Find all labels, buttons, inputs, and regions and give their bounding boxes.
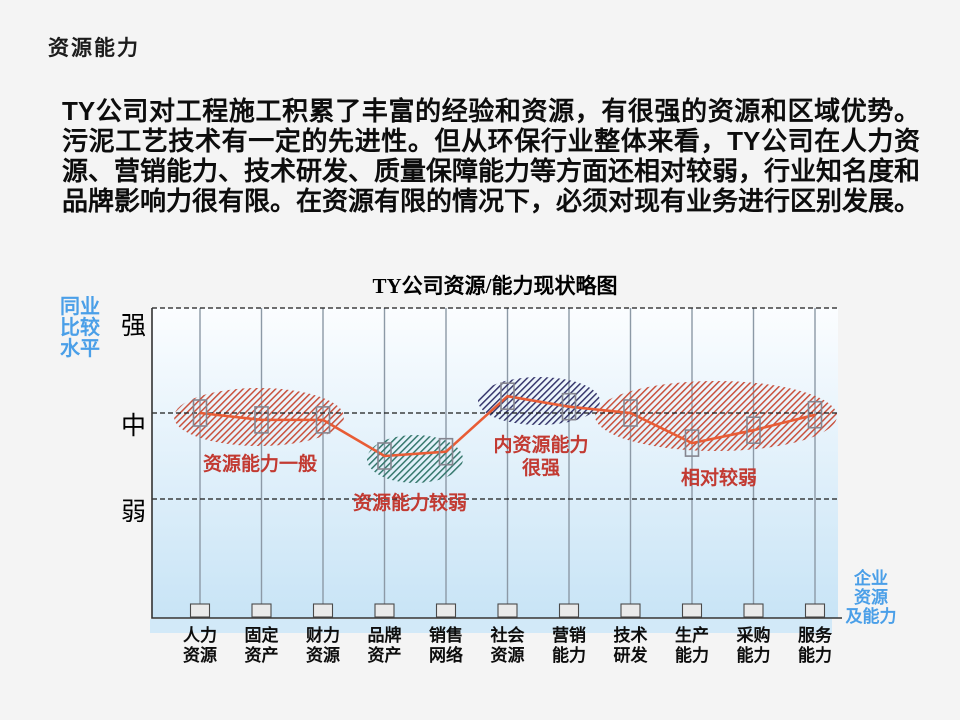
x-category-label: 服务能力 xyxy=(798,625,833,665)
annotation-ellipse xyxy=(595,381,837,451)
x-axis-tick-square xyxy=(251,603,272,618)
data-point-marker xyxy=(377,442,392,470)
data-point-marker xyxy=(192,399,208,427)
x-category-label: 营销能力 xyxy=(552,625,586,665)
x-axis-label: 企业 资源 及能力 xyxy=(845,569,897,626)
y-axis-label: 同业 比较 水平 xyxy=(60,296,100,360)
x-category-label: 固定资产 xyxy=(245,625,279,665)
x-axis-tick-square xyxy=(558,603,580,618)
x-category-label: 技术研发 xyxy=(614,625,649,665)
annotation-label: 相对较弱 xyxy=(681,466,757,489)
x-axis-tick-square xyxy=(620,603,641,618)
x-category-label: 社会资源 xyxy=(490,625,525,665)
x-axis-tick-square xyxy=(374,603,395,618)
x-axis-tick-square xyxy=(743,603,764,618)
annotation-label: 内资源能力很强 xyxy=(493,433,588,479)
y-tick-strong: 强 xyxy=(120,312,146,340)
x-axis-tick-square xyxy=(312,603,334,618)
data-point-marker xyxy=(684,429,700,457)
x-category-label: 采购能力 xyxy=(736,625,771,665)
chart-title: TY公司资源/能力现状略图 xyxy=(372,274,618,298)
axis-lines xyxy=(151,308,842,619)
x-axis-tick-square xyxy=(189,603,211,618)
data-point-marker xyxy=(807,400,823,429)
data-point-marker xyxy=(254,406,269,434)
data-point-marker xyxy=(315,406,331,434)
body-paragraph: TY公司对工程施工积累了丰富的经验和资源，有很强的资源和区域优势。污泥工艺技术有… xyxy=(62,96,921,216)
annotation-label: 资源能力较弱 xyxy=(353,491,467,514)
data-point-marker xyxy=(746,416,761,445)
x-category-label: 财力资源 xyxy=(305,625,340,665)
x-axis-tick-square xyxy=(435,603,457,618)
data-point-marker xyxy=(500,382,515,411)
plot-background xyxy=(152,308,838,618)
y-tick-weak: 弱 xyxy=(120,498,146,526)
x-category-label: 品牌资产 xyxy=(368,625,402,665)
data-point-marker xyxy=(623,399,638,427)
data-point-marker xyxy=(438,437,454,466)
annotation-label: 资源能力一般 xyxy=(203,452,317,475)
series-line xyxy=(199,394,816,458)
data-point-marker xyxy=(561,392,577,421)
slide-title: 资源能力 xyxy=(48,36,140,60)
annotation-ellipse xyxy=(174,388,344,446)
x-category-label: 销售网络 xyxy=(429,625,463,665)
x-axis-tick-square xyxy=(681,603,703,618)
x-category-label: 生产能力 xyxy=(675,625,709,665)
x-category-label: 人力资源 xyxy=(183,625,217,665)
y-tick-medium: 中 xyxy=(120,412,146,440)
x-axis-band xyxy=(150,619,832,633)
x-axis-tick-square xyxy=(497,603,518,618)
x-axis-tick-square xyxy=(804,603,826,618)
